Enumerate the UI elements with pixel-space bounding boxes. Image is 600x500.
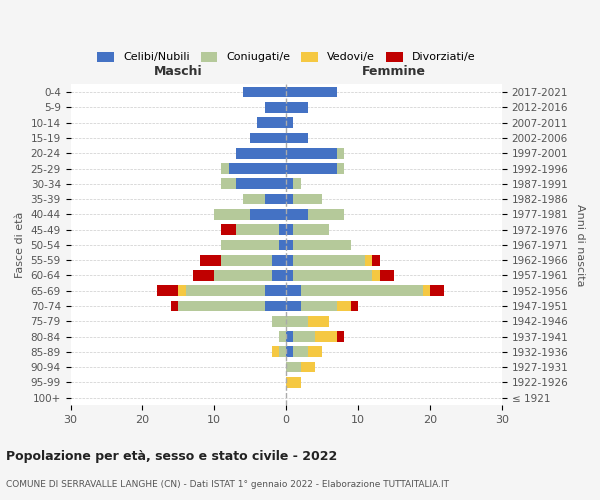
Text: Maschi: Maschi — [154, 66, 203, 78]
Bar — [279, 224, 286, 235]
Bar — [250, 132, 286, 143]
Bar — [286, 286, 301, 296]
Bar — [286, 148, 337, 158]
Bar — [243, 194, 265, 204]
Bar — [265, 300, 286, 312]
Text: Femmine: Femmine — [362, 66, 426, 78]
Bar — [272, 316, 286, 326]
Bar — [293, 224, 329, 235]
Bar — [308, 209, 344, 220]
Bar — [286, 194, 293, 204]
Bar — [293, 270, 373, 281]
Bar — [214, 270, 272, 281]
Bar — [308, 316, 329, 326]
Bar — [286, 300, 301, 312]
Bar — [243, 87, 286, 98]
Bar — [373, 270, 380, 281]
Bar — [250, 209, 286, 220]
Bar — [236, 148, 286, 158]
Bar — [279, 240, 286, 250]
Bar — [286, 163, 337, 174]
Bar — [193, 270, 214, 281]
Bar — [293, 331, 315, 342]
Bar — [315, 331, 337, 342]
Bar — [293, 240, 351, 250]
Bar — [293, 194, 322, 204]
Bar — [178, 300, 265, 312]
Bar — [157, 286, 178, 296]
Bar — [272, 255, 286, 266]
Bar — [286, 346, 293, 357]
Bar — [423, 286, 430, 296]
Bar — [337, 331, 344, 342]
Bar — [286, 255, 293, 266]
Bar — [257, 118, 286, 128]
Bar — [221, 240, 279, 250]
Bar — [265, 286, 286, 296]
Bar — [279, 346, 286, 357]
Bar — [286, 240, 293, 250]
Bar — [265, 102, 286, 113]
Bar — [286, 87, 337, 98]
Bar — [178, 286, 185, 296]
Bar — [337, 148, 344, 158]
Bar — [351, 300, 358, 312]
Text: Popolazione per età, sesso e stato civile - 2022: Popolazione per età, sesso e stato civil… — [6, 450, 337, 463]
Bar — [286, 362, 301, 372]
Y-axis label: Anni di nascita: Anni di nascita — [575, 204, 585, 286]
Bar — [293, 346, 308, 357]
Bar — [286, 132, 308, 143]
Bar — [301, 286, 423, 296]
Bar — [236, 178, 286, 189]
Bar — [221, 163, 229, 174]
Bar — [301, 362, 315, 372]
Bar — [286, 178, 293, 189]
Bar — [236, 224, 279, 235]
Bar — [185, 286, 265, 296]
Bar — [272, 346, 279, 357]
Y-axis label: Fasce di età: Fasce di età — [15, 212, 25, 278]
Bar — [286, 209, 308, 220]
Bar — [221, 255, 272, 266]
Bar — [214, 209, 250, 220]
Bar — [430, 286, 445, 296]
Text: COMUNE DI SERRAVALLE LANGHE (CN) - Dati ISTAT 1° gennaio 2022 - Elaborazione TUT: COMUNE DI SERRAVALLE LANGHE (CN) - Dati … — [6, 480, 449, 489]
Bar — [337, 163, 344, 174]
Bar — [286, 224, 293, 235]
Bar — [265, 194, 286, 204]
Bar — [301, 300, 337, 312]
Bar — [293, 178, 301, 189]
Bar — [286, 331, 293, 342]
Bar — [279, 331, 286, 342]
Bar — [365, 255, 373, 266]
Bar — [229, 163, 286, 174]
Bar — [171, 300, 178, 312]
Bar — [286, 270, 293, 281]
Bar — [286, 377, 301, 388]
Bar — [373, 255, 380, 266]
Bar — [200, 255, 221, 266]
Bar — [286, 118, 293, 128]
Bar — [221, 224, 236, 235]
Legend: Celibi/Nubili, Coniugati/e, Vedovi/e, Divorziati/e: Celibi/Nubili, Coniugati/e, Vedovi/e, Di… — [94, 48, 478, 66]
Bar — [337, 300, 351, 312]
Bar — [286, 316, 308, 326]
Bar — [286, 102, 308, 113]
Bar — [221, 178, 236, 189]
Bar — [293, 255, 365, 266]
Bar — [380, 270, 394, 281]
Bar — [308, 346, 322, 357]
Bar — [272, 270, 286, 281]
